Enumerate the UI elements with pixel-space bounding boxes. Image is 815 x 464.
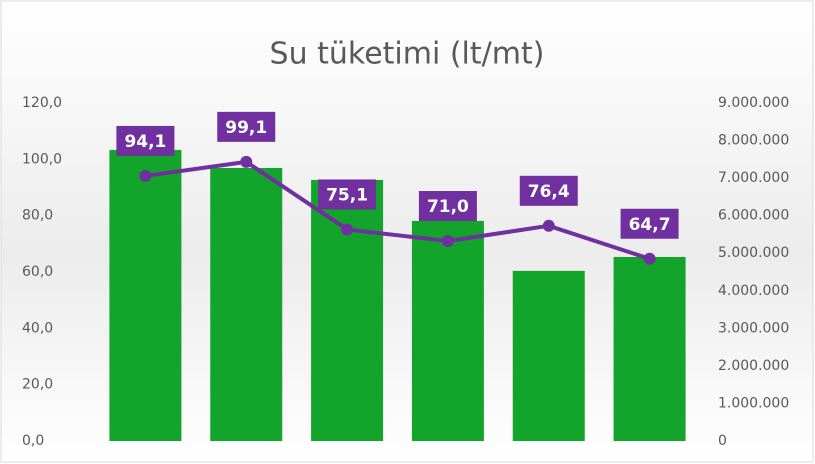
data-label: 75,1 bbox=[326, 185, 368, 205]
line-marker bbox=[542, 219, 555, 232]
data-label: 76,4 bbox=[528, 182, 570, 202]
y-tick-label: 0,0 bbox=[22, 433, 44, 449]
data-label: 99,1 bbox=[225, 118, 267, 138]
data-label: 64,7 bbox=[629, 215, 671, 235]
y2-tick-label: 6.000.000 bbox=[718, 208, 789, 224]
data-label: 94,1 bbox=[124, 132, 166, 152]
chart-title: Su tüketimi (lt/mt) bbox=[270, 37, 545, 72]
data-label-box bbox=[620, 208, 679, 239]
bar bbox=[109, 149, 182, 441]
data-label: 71,0 bbox=[427, 197, 469, 217]
bar bbox=[512, 270, 585, 441]
y2-tick-label: 8.000.000 bbox=[718, 133, 789, 149]
y2-tick-label: 1.000.000 bbox=[718, 395, 789, 411]
bar bbox=[210, 167, 283, 441]
y2-tick-label: 4.000.000 bbox=[718, 283, 789, 299]
line-marker bbox=[341, 223, 354, 236]
bar bbox=[411, 220, 484, 441]
y2-tick-label: 3.000.000 bbox=[718, 320, 789, 336]
line bbox=[145, 159, 651, 261]
line-marker bbox=[139, 169, 152, 182]
y-tick-label: 100,0 bbox=[22, 151, 62, 167]
y2-tick-label: 7.000.000 bbox=[718, 170, 789, 186]
data-label-box bbox=[418, 191, 477, 222]
y-tick-label: 120,0 bbox=[22, 95, 62, 111]
line-marker bbox=[441, 235, 454, 248]
y2-tick-label: 9.000.000 bbox=[718, 95, 789, 111]
bar bbox=[613, 256, 686, 441]
data-label-box bbox=[318, 179, 377, 210]
y-tick-label: 40,0 bbox=[22, 320, 53, 336]
data-label-box bbox=[519, 175, 578, 206]
y2-tick-label: 2.000.000 bbox=[718, 358, 789, 374]
y2-tick-label: 0 bbox=[718, 433, 727, 449]
data-label-box bbox=[116, 125, 175, 156]
y-tick-label: 80,0 bbox=[22, 208, 53, 224]
y-tick-label: 60,0 bbox=[22, 264, 53, 280]
y2-tick-label: 5.000.000 bbox=[718, 245, 789, 261]
line-marker bbox=[240, 155, 253, 168]
y-tick-label: 20,0 bbox=[22, 377, 53, 393]
data-label-box bbox=[217, 111, 276, 142]
bar bbox=[311, 179, 384, 441]
line-marker bbox=[643, 252, 656, 265]
